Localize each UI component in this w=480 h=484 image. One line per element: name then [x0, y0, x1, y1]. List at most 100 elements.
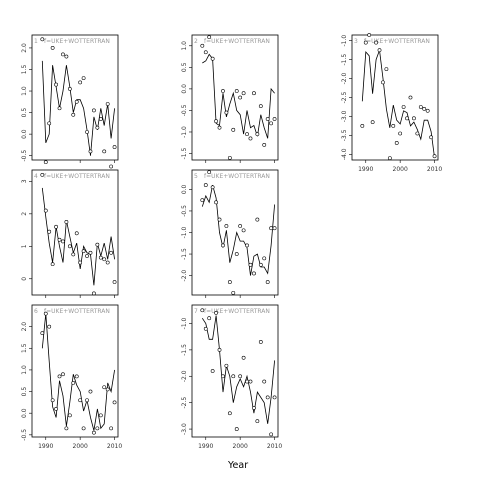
- data-point: [64, 426, 69, 431]
- data-point: [92, 430, 96, 435]
- data-point: [231, 374, 236, 379]
- y-tick-label: -3.0: [181, 423, 188, 435]
- data-point: [248, 136, 253, 141]
- data-point: [363, 40, 368, 45]
- data-point: [234, 427, 239, 431]
- data-point: [61, 239, 65, 244]
- y-tick-label: 0.5: [181, 62, 188, 72]
- x-tick-label: 2000: [393, 166, 408, 173]
- data-point: [262, 379, 267, 384]
- data-point: [47, 229, 52, 234]
- x-tick-label: 1990: [38, 443, 53, 450]
- panel-frame: [191, 169, 279, 296]
- data-point: [67, 244, 72, 249]
- y-tick-label: 0.0: [21, 129, 28, 139]
- data-point: [245, 243, 249, 248]
- data-point: [241, 228, 246, 233]
- y-tick-label: -2.0: [341, 73, 348, 85]
- data-point: [102, 149, 107, 154]
- data-point: [85, 398, 89, 403]
- panel-6: 6 f=UKE+WOTTERTRAN -0.5 0.0 0.5 1.0 1.5 2.0 1990…: [21, 304, 122, 450]
- panel-number: 7: [194, 308, 198, 315]
- panel-frame: [31, 169, 119, 296]
- data-point: [269, 226, 274, 231]
- data-point: [227, 280, 232, 284]
- y-tick-label: -0.5: [181, 205, 188, 217]
- data-point: [81, 76, 86, 81]
- data-point: [47, 121, 52, 126]
- data-point: [40, 37, 45, 42]
- data-point: [109, 426, 114, 431]
- y-tick-label: -0.5: [21, 429, 28, 441]
- y-tick-label: -2.0: [181, 270, 188, 282]
- data-point: [200, 308, 205, 313]
- data-point: [203, 183, 208, 187]
- data-point: [61, 52, 65, 57]
- panel-title: f=UKE+WOTTERTRAN: [204, 38, 270, 45]
- data-point: [272, 395, 277, 400]
- x-tick-label: 2010: [267, 443, 282, 450]
- data-point: [109, 250, 114, 255]
- data-point: [43, 311, 48, 316]
- y-tick-label: 3: [21, 179, 28, 183]
- data-point: [210, 369, 215, 373]
- data-point: [207, 170, 212, 175]
- data-point: [241, 355, 246, 360]
- data-point: [200, 198, 205, 203]
- data-point: [418, 105, 423, 109]
- x-tick-label: 2000: [73, 443, 88, 450]
- data-point: [401, 105, 406, 109]
- y-tick-label: -2.5: [341, 91, 348, 103]
- data-point: [203, 326, 208, 331]
- x-tick-label: 2010: [107, 443, 122, 450]
- data-point: [203, 50, 208, 55]
- x-tick-label: 1990: [198, 443, 213, 450]
- data-point: [231, 290, 236, 295]
- data-point: [92, 108, 96, 113]
- data-point: [214, 311, 218, 315]
- data-point: [210, 185, 215, 190]
- data-point: [252, 271, 256, 276]
- data-point: [105, 387, 110, 392]
- data-point: [105, 260, 110, 265]
- data-point: [238, 224, 243, 228]
- y-tick-label: 0.5: [21, 387, 28, 397]
- data-point: [391, 124, 396, 128]
- data-point: [258, 340, 263, 344]
- data-point: [381, 80, 385, 85]
- data-point: [98, 413, 103, 418]
- data-point: [272, 226, 277, 231]
- data-point: [88, 250, 93, 255]
- data-point: [234, 252, 239, 256]
- data-point: [67, 86, 72, 91]
- data-point: [384, 67, 389, 71]
- panel-frame: [351, 34, 439, 161]
- data-point: [40, 331, 45, 336]
- data-point: [234, 89, 239, 93]
- data-point: [248, 262, 253, 267]
- panel-1: 1 f=UKE+WOTTERTRAN -0.5 0.0 0.5 1.0 1.5 2.0: [21, 34, 119, 169]
- panel-title: f=UKE+WOTTERTRAN: [204, 308, 270, 315]
- data-point: [78, 80, 83, 85]
- data-point: [43, 160, 48, 165]
- data-point: [207, 316, 212, 321]
- panel-frame: [191, 34, 279, 161]
- data-point: [238, 95, 243, 100]
- data-point: [217, 217, 222, 222]
- panel-frame: [31, 34, 119, 161]
- fitted-line: [201, 184, 275, 276]
- y-tick-label: 1: [21, 244, 28, 248]
- data-point: [81, 249, 86, 254]
- fitted-line: [361, 50, 435, 159]
- y-tick-label: 2: [21, 212, 28, 216]
- panel-number: 5: [194, 173, 198, 180]
- y-tick-label: -3.0: [341, 110, 348, 122]
- y-tick-label: 0.0: [181, 184, 188, 194]
- y-tick-label: -2.5: [181, 397, 188, 409]
- fitted-line: [41, 313, 115, 431]
- y-tick-label: -2.0: [181, 370, 188, 382]
- data-point: [425, 108, 430, 113]
- data-point: [98, 117, 103, 121]
